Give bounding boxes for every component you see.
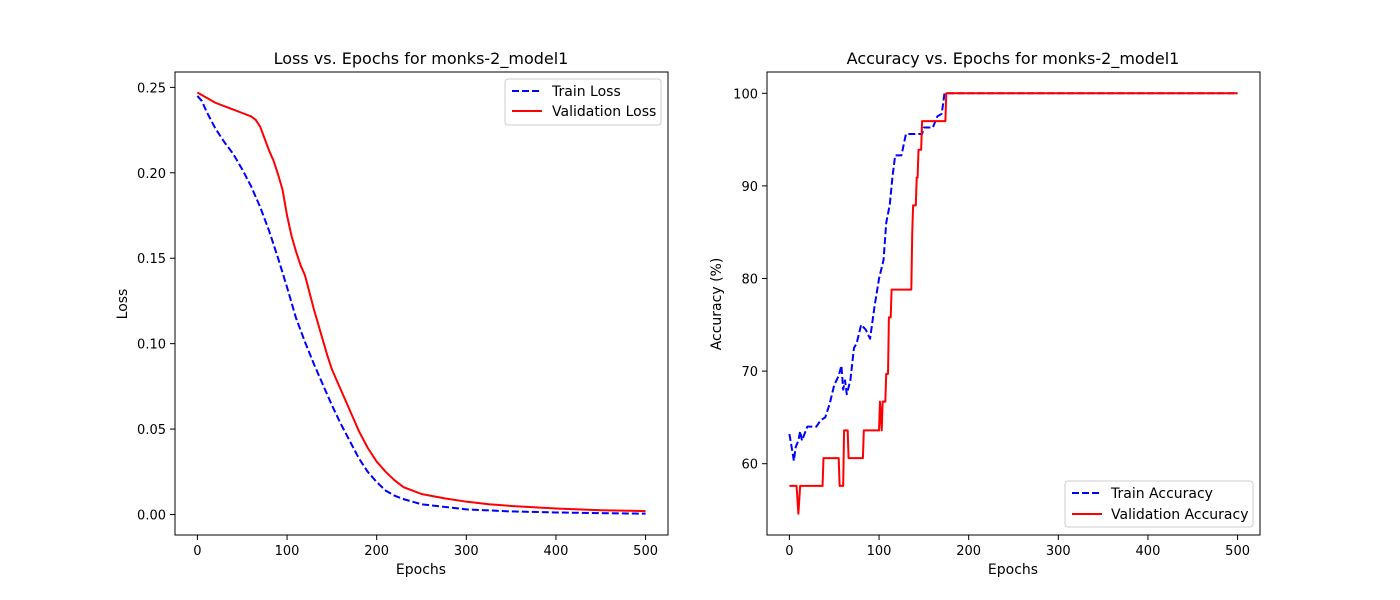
loss-y-tick-label: 0.20 [137,167,166,182]
accuracy-legend-box [1064,480,1254,528]
accuracy-legend-validation-label: Validation Accuracy [1111,507,1249,523]
loss-x-tick-label: 300 [454,544,479,559]
loss-series-validation-loss-line [196,91,646,513]
loss-x-tick-label: 100 [275,544,300,559]
loss-legend: Train Loss Validation Loss [504,78,662,126]
accuracy-y-tick-label: 80 [741,272,758,287]
loss-y-ticks: 0.00 0.05 0.10 0.15 0.20 0.25 [137,81,175,523]
accuracy-y-ticks: 60 70 80 90 100 [733,87,767,473]
accuracy-x-tick-label: 300 [1046,544,1071,559]
accuracy-y-tick-label: 100 [733,87,758,102]
loss-x-ticks: 0 100 200 300 400 500 [193,535,658,559]
accuracy-series-validation-accuracy-line [789,92,1238,515]
loss-series-train-loss-line [196,95,646,515]
accuracy-series-layer [788,92,1238,515]
loss-x-tick-label: 500 [633,544,658,559]
accuracy-x-tick-label: 500 [1225,544,1250,559]
accuracy-x-ticks: 0 100 200 300 400 500 [785,535,1250,559]
accuracy-y-tick-label: 90 [741,180,758,195]
accuracy-y-axis-label: Accuracy (%) [709,258,725,351]
loss-x-axis-label: Epochs [396,562,446,578]
accuracy-x-axis-label: Epochs [988,562,1038,578]
accuracy-x-tick-label: 100 [867,544,892,559]
accuracy-x-tick-label: 200 [956,544,981,559]
accuracy-x-tick-label: 0 [785,544,793,559]
loss-y-axis-label: Loss [115,289,131,320]
accuracy-y-tick-label: 60 [741,458,758,473]
loss-x-tick-label: 0 [193,544,201,559]
loss-legend-train-label: Train Loss [551,84,621,100]
accuracy-chart-title: Accuracy vs. Epochs for monks-2_model1 [847,49,1180,69]
accuracy-chart: Accuracy vs. Epochs for monks-2_model1 0… [709,49,1261,578]
accuracy-legend-train-label: Train Accuracy [1110,486,1213,502]
accuracy-legend: Train Accuracy Validation Accuracy [1064,480,1254,528]
loss-y-tick-label: 0.05 [137,423,166,438]
loss-series-layer [196,91,646,515]
loss-y-tick-label: 0.00 [137,508,166,523]
accuracy-x-tick-label: 400 [1136,544,1161,559]
loss-y-tick-label: 0.15 [137,252,166,267]
loss-y-tick-label: 0.25 [137,81,166,96]
loss-chart-title: Loss vs. Epochs for monks-2_model1 [274,49,569,69]
loss-x-tick-label: 200 [364,544,389,559]
loss-legend-box [504,78,662,126]
accuracy-y-tick-label: 70 [741,365,758,380]
loss-legend-validation-label: Validation Loss [552,104,656,120]
loss-plot-frame [174,71,669,536]
accuracy-plot-frame [766,71,1261,536]
loss-x-tick-label: 400 [544,544,569,559]
loss-y-tick-label: 0.10 [137,338,166,353]
loss-chart: Loss vs. Epochs for monks-2_model1 0 100 2… [115,49,669,578]
